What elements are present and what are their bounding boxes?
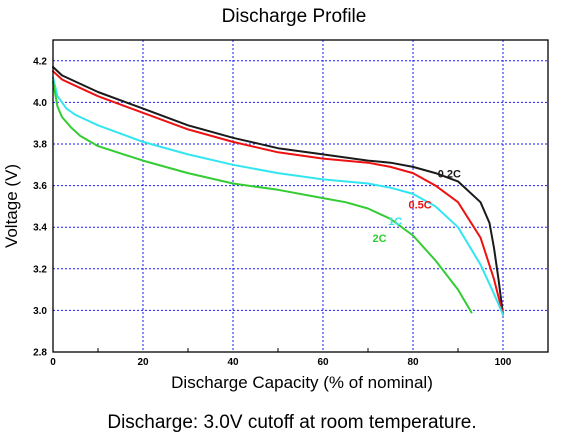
y-tick-label: 3.0 xyxy=(33,306,47,317)
x-tick-label: 80 xyxy=(407,357,419,368)
x-tick-label: 0 xyxy=(50,357,56,368)
series-line-1c xyxy=(52,76,504,316)
x-tick-label: 40 xyxy=(227,357,239,368)
y-tick-label: 3.6 xyxy=(33,181,47,192)
x-tick-label: 100 xyxy=(495,357,512,368)
series-annotation: 0.5C xyxy=(409,199,432,211)
series-lines xyxy=(52,66,504,316)
grid xyxy=(53,40,548,352)
series-line-2c xyxy=(52,80,473,314)
x-tick-label: 60 xyxy=(317,357,329,368)
series-annotation: 0.2C xyxy=(438,168,461,180)
series-line-0-2c xyxy=(52,66,504,316)
chart-title: Discharge Profile xyxy=(222,6,367,27)
series-line-0-5c xyxy=(52,70,504,316)
y-tick-label: 2.8 xyxy=(33,348,47,359)
series-annotation: 1C xyxy=(388,216,402,228)
y-tick-label: 3.4 xyxy=(33,223,47,234)
y-tick-label: 3.2 xyxy=(33,264,47,275)
chart-caption: Discharge: 3.0V cutoff at room temperatu… xyxy=(107,412,476,433)
y-tick-label: 3.8 xyxy=(33,140,47,151)
series-annotation: 2C xyxy=(373,233,387,245)
y-axis-label: Voltage (V) xyxy=(2,164,21,248)
y-tick-label: 4.2 xyxy=(33,56,47,67)
tick-labels: 0 20 40 60 80 100 2.8 3.0 3.2 3.4 3.6 3.8 4.0 4.2 xyxy=(33,56,512,368)
y-tick-label: 4.0 xyxy=(33,98,47,109)
x-axis-label: Discharge Capacity (% of nominal) xyxy=(171,373,433,392)
plot-frame xyxy=(52,39,549,353)
x-tick-label: 20 xyxy=(137,357,149,368)
